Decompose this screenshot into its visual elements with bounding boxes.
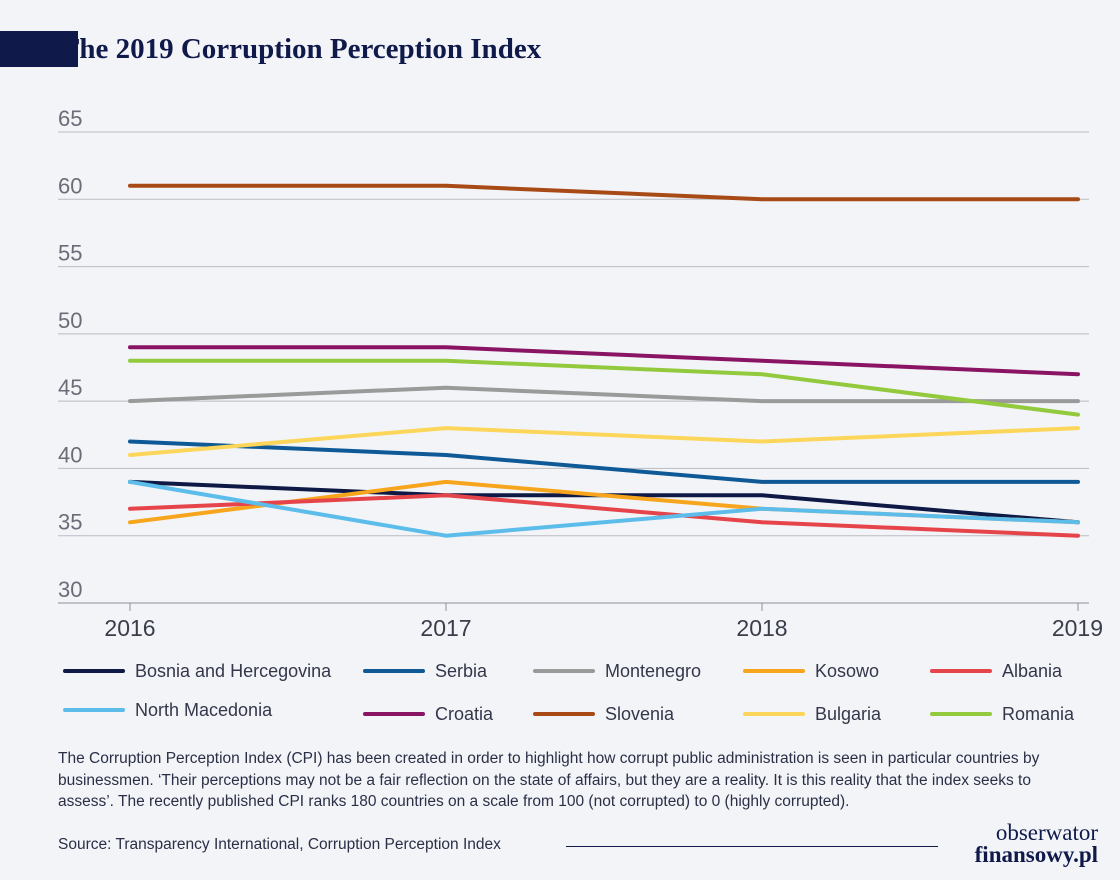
legend-label: North Macedonia (135, 699, 273, 720)
legend-item: Bosnia and Hercegovina (63, 659, 331, 683)
legend-item: Romania (930, 702, 1074, 726)
legend-item: Serbia (363, 659, 487, 683)
y-tick-label: 30 (58, 577, 82, 602)
y-tick-label: 35 (58, 510, 82, 535)
legend-label: Albania (1002, 660, 1063, 681)
x-tick-label: 2016 (104, 615, 155, 641)
x-tick-label: 2019 (1052, 615, 1103, 641)
line-chart: 30 35 40 45 50 55 60 65 2016 2017 2018 2019 (58, 106, 1103, 641)
y-tick-label: 60 (58, 173, 82, 198)
series-line-9 (128, 358, 1080, 417)
legend-swatch (533, 712, 595, 716)
series-line-8 (128, 426, 1080, 457)
y-tick-label: 50 (58, 308, 82, 333)
x-tick-label: 2017 (420, 615, 471, 641)
legend-item: Slovenia (533, 702, 674, 726)
brand-logo: obserwator finansowy.pl (948, 820, 1098, 867)
series-line-2 (128, 385, 1080, 404)
legend-label: Bosnia and Hercegovina (135, 660, 332, 681)
x-tick-label: 2018 (736, 615, 787, 641)
chart-title: The 2019 Corruption Perception Index (60, 33, 542, 65)
legend-label: Montenegro (605, 660, 702, 681)
title-accent-bar (0, 31, 78, 67)
legend-label: Serbia (435, 660, 488, 681)
legend-item: Croatia (363, 702, 493, 726)
legend-label: Kosowo (815, 660, 880, 681)
legend-label: Croatia (435, 703, 494, 724)
legend-label: Romania (1002, 703, 1075, 724)
legend-swatch (533, 669, 595, 673)
legend-swatch (743, 712, 805, 716)
series-line-1 (128, 439, 1080, 484)
series-line-5 (128, 479, 1080, 538)
legend-item: Kosowo (743, 659, 879, 683)
y-tick-label: 65 (58, 106, 82, 131)
legend-swatch (930, 712, 992, 716)
y-tick-label: 40 (58, 442, 82, 467)
legend-swatch (63, 708, 125, 712)
legend-swatch (930, 669, 992, 673)
source-text: Source: Transparency International, Corr… (58, 836, 501, 853)
logo-line-2: finansowy.pl (974, 842, 1098, 867)
legend-swatch (63, 669, 125, 673)
y-tick-label: 55 (58, 241, 82, 266)
legend-item: Montenegro (533, 659, 701, 683)
legend-swatch (363, 712, 425, 716)
series-line-4 (128, 493, 1080, 538)
y-tick-label: 45 (58, 375, 82, 400)
legend-label: Slovenia (605, 703, 675, 724)
legend-swatch (743, 669, 805, 673)
series-line-7 (128, 183, 1080, 202)
legend-swatch (363, 669, 425, 673)
legend-item: Albania (930, 659, 1062, 683)
legend-label: Bulgaria (815, 703, 882, 724)
logo-line-1: obserwator (995, 820, 1098, 845)
series-line-6 (128, 345, 1080, 377)
legend-item: North Macedonia (63, 698, 272, 722)
chart-note: The Corruption Perception Index (CPI) ha… (58, 750, 1040, 810)
source-divider (566, 846, 938, 847)
legend-item: Bulgaria (743, 702, 881, 726)
